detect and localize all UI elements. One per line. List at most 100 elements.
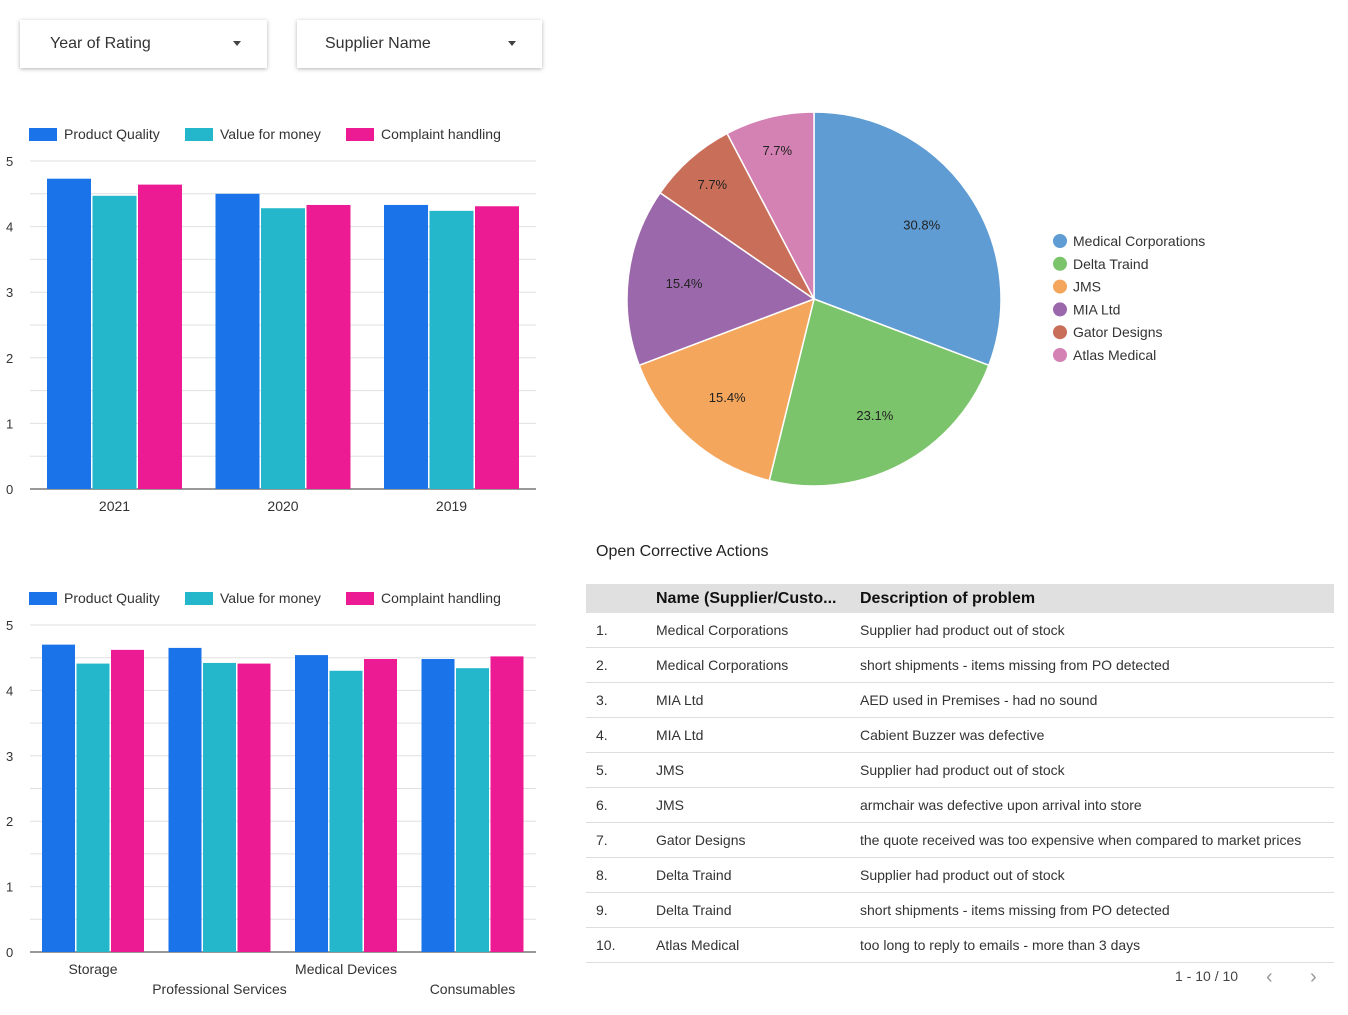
row-name: Medical Corporations	[656, 647, 860, 683]
bar-value-for-money	[203, 662, 236, 952]
row-index: 7.	[586, 822, 656, 858]
bar-complaint-handling	[237, 663, 271, 952]
bar-product-quality	[421, 659, 455, 952]
y-tick-label: 1	[6, 880, 13, 895]
y-tick-label: 0	[6, 482, 13, 497]
bar-value-for-money	[76, 663, 110, 952]
legend-label: Value for money	[220, 590, 321, 606]
table-row[interactable]: 5. JMS Supplier had product out of stock	[586, 752, 1334, 788]
dropdown-arrow-icon	[508, 41, 516, 46]
bar-complaint-handling	[138, 184, 182, 489]
corrective-actions-table: Name (Supplier/Custo... Description of pr…	[586, 584, 1334, 963]
y-tick-label: 3	[6, 749, 13, 764]
legend-dot	[1053, 348, 1067, 362]
table-header-row: Name (Supplier/Custo... Description of pr…	[586, 584, 1334, 613]
legend-label: Product Quality	[64, 126, 160, 142]
table-row[interactable]: 4. MIA Ltd Cabient Buzzer was defective	[586, 717, 1334, 753]
pie-slice-atlas-medical	[726, 111, 815, 300]
row-index: 6.	[586, 787, 656, 823]
row-description: Cabient Buzzer was defective	[860, 717, 1334, 753]
bar-value-for-money	[92, 195, 137, 489]
bar-product-quality	[47, 178, 91, 489]
table-row[interactable]: 8. Delta Traind Supplier had product out o…	[586, 857, 1334, 893]
dropdown-arrow-icon	[233, 41, 241, 46]
x-tick-label: Consumables	[430, 981, 516, 997]
legend-swatch	[185, 592, 213, 605]
legend-swatch	[185, 128, 213, 141]
prev-page-icon[interactable]: ‹	[1266, 966, 1273, 988]
pie-slice-label: 15.4%	[666, 276, 703, 291]
bar-value-for-money	[456, 668, 489, 952]
table-row[interactable]: 3. MIA Ltd AED used in Premises - had no s…	[586, 682, 1334, 718]
bar-complaint-handling	[490, 656, 524, 952]
row-name: MIA Ltd	[656, 717, 860, 753]
legend-label: Complaint handling	[381, 590, 501, 606]
table-row[interactable]: 1. Medical Corporations Supplier had produ…	[586, 613, 1334, 648]
legend-dot	[1053, 256, 1067, 271]
y-tick-label: 0	[6, 945, 13, 960]
row-name: Medical Corporations	[656, 613, 860, 648]
x-tick-label: Professional Services	[152, 981, 287, 997]
legend-swatch	[346, 128, 374, 141]
supplier-name-dropdown[interactable]: Supplier Name	[297, 20, 542, 68]
header-description[interactable]: Description of problem	[860, 584, 1334, 613]
pagination-label: 1 - 10 / 10	[1175, 968, 1239, 984]
bar-complaint-handling	[364, 659, 397, 952]
bar-product-quality	[168, 647, 202, 952]
legend-swatch	[346, 592, 374, 605]
table-row[interactable]: 10. Atlas Medical too long to reply to ema…	[586, 927, 1334, 963]
supplier-dropdown-label: Supplier Name	[325, 35, 431, 52]
legend-dot	[1053, 279, 1067, 294]
legend-label: Product Quality	[64, 590, 160, 606]
y-tick-label: 5	[6, 154, 13, 169]
legend-label: Delta Traind	[1073, 256, 1148, 272]
row-index: 2.	[586, 647, 656, 683]
row-index: 5.	[586, 752, 656, 788]
row-description: too long to reply to emails - more than …	[860, 927, 1334, 963]
table-row[interactable]: 2. Medical Corporations short shipments - …	[586, 647, 1334, 683]
row-name: JMS	[656, 787, 860, 823]
row-name: JMS	[656, 752, 860, 788]
y-tick-label: 5	[6, 618, 13, 633]
pie-slice-medical-corporations	[813, 111, 1002, 367]
legend-label: Atlas Medical	[1073, 347, 1156, 363]
table-row[interactable]: 9. Delta Traind short shipments - items mi…	[586, 892, 1334, 928]
bar-product-quality	[42, 644, 75, 952]
bar-product-quality	[295, 655, 328, 952]
row-description: AED used in Premises - had no sound	[860, 682, 1334, 718]
bar-complaint-handling	[475, 206, 519, 489]
table-row[interactable]: 6. JMS armchair was defective upon arrival…	[586, 787, 1334, 823]
legend-label: Value for money	[220, 126, 321, 142]
bar-value-for-money	[261, 208, 305, 489]
header-index	[586, 584, 656, 613]
x-tick-label: Medical Devices	[295, 961, 397, 977]
y-tick-label: 2	[6, 351, 13, 366]
table-title: Open Corrective Actions	[596, 543, 769, 560]
year-of-rating-dropdown[interactable]: Year of Rating	[20, 20, 267, 68]
legend-label: Medical Corporations	[1073, 233, 1205, 249]
row-name: Delta Traind	[656, 892, 860, 928]
row-index: 3.	[586, 682, 656, 718]
y-tick-label: 1	[6, 416, 13, 431]
legend-dot	[1053, 325, 1067, 340]
x-tick-label: Storage	[68, 961, 117, 977]
row-description: armchair was defective upon arrival into…	[860, 787, 1334, 823]
table-row[interactable]: 7. Gator Designs the quote received was to…	[586, 822, 1334, 858]
pie-slice-label: 15.4%	[709, 390, 746, 405]
pie-slice-mia-ltd	[626, 191, 816, 367]
legend-dot	[1053, 234, 1067, 248]
bar-complaint-handling	[306, 204, 351, 489]
bar-value-for-money	[329, 670, 363, 952]
bar-product-quality	[215, 193, 260, 490]
legend-label: MIA Ltd	[1073, 301, 1120, 317]
next-page-icon[interactable]: ›	[1310, 966, 1317, 988]
bar-complaint-handling	[111, 649, 144, 952]
y-tick-label: 3	[6, 285, 13, 300]
pie-slice-label: 30.8%	[903, 218, 940, 233]
row-name: MIA Ltd	[656, 682, 860, 718]
y-tick-label: 2	[6, 814, 13, 829]
year-dropdown-label: Year of Rating	[50, 35, 151, 52]
header-name[interactable]: Name (Supplier/Custo...	[656, 584, 860, 613]
bar-product-quality	[384, 204, 428, 489]
legend-label: Gator Designs	[1073, 324, 1162, 340]
